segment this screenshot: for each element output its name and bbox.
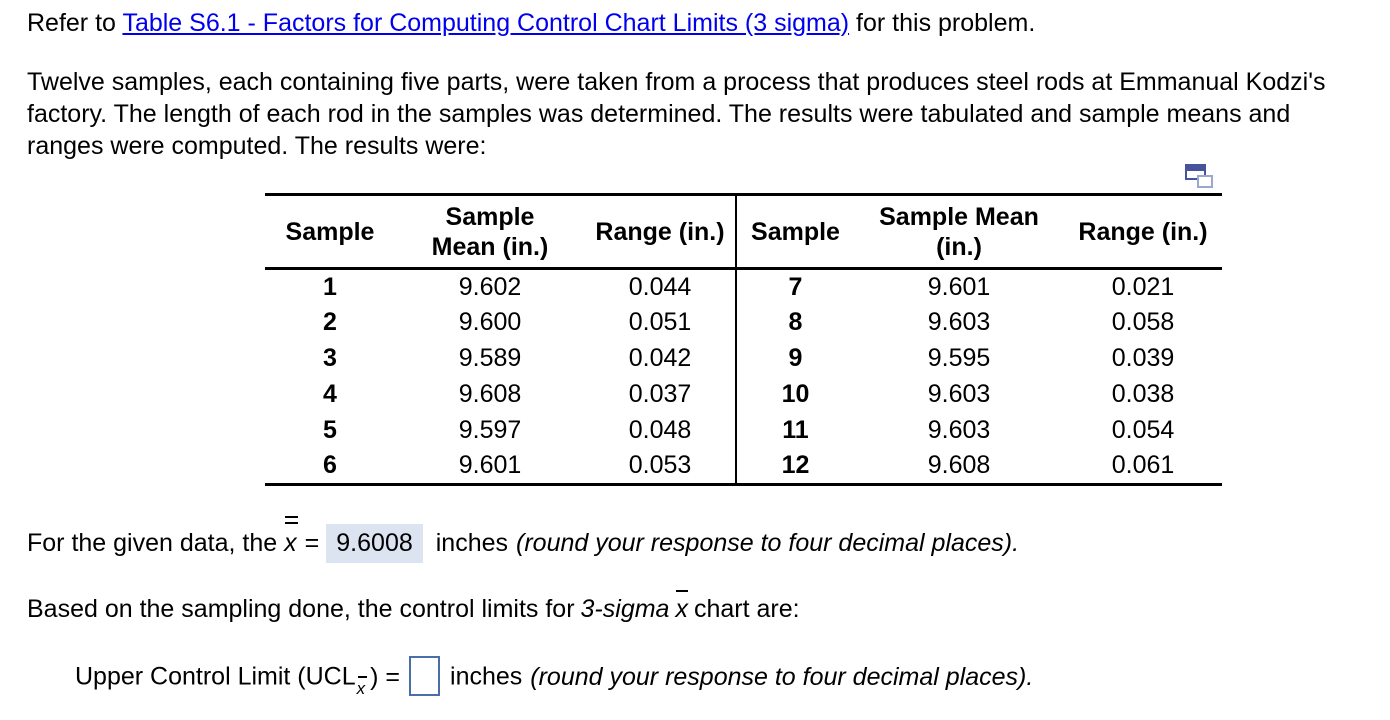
sample-range: 0.051: [585, 304, 737, 341]
col-header-mean-right: Sample Mean (in.): [854, 194, 1064, 270]
sample-number: 7: [788, 272, 803, 301]
sample-mean: 9.600: [458, 308, 522, 336]
sample-range: 0.058: [1111, 308, 1175, 336]
sample-mean: 9.589: [458, 344, 522, 372]
ucl-label-suffix: ) =: [370, 662, 401, 691]
sample-mean: 9.603: [927, 416, 991, 444]
intro-line: Refer to Table S6.1 - Factors for Comput…: [27, 9, 1035, 38]
sample-range: 0.039: [1111, 344, 1175, 372]
double-overbar: [285, 516, 299, 518]
copy-table-icon[interactable]: [1185, 164, 1215, 192]
sample-range: 0.042: [585, 340, 737, 377]
sample-mean: 9.608: [458, 380, 522, 408]
x-bar-variable: x: [675, 590, 689, 624]
sample-number: 10: [781, 380, 810, 408]
col-header-sample-right: Sample: [736, 194, 854, 270]
equals-sign: =: [304, 529, 320, 557]
x-double-bar-answer-field[interactable]: 9.6008: [326, 524, 423, 563]
sample-mean: 9.601: [927, 272, 991, 301]
sample-number: 9: [788, 344, 803, 372]
x-double-bar-line: For the given data, the x = 9.6008 inches (ro…: [27, 516, 1020, 563]
col-header-sample-left: Sample: [265, 194, 395, 270]
table-row: 4 9.608 0.037 10 9.603 0.038: [265, 376, 1222, 413]
copy-icon-titlebar: [1187, 166, 1204, 171]
sample-number: 2: [323, 308, 337, 336]
samples-table: Sample Sample Mean (in.) Range (in.) Sam…: [265, 193, 1222, 486]
ucl-subscript-x-bar: x: [357, 675, 367, 699]
x-double-bar-variable: x: [284, 516, 299, 558]
limits-3sigma: 3-sigma: [580, 595, 670, 623]
overbar: [357, 675, 367, 678]
table-s61-link[interactable]: Table S6.1 - Factors for Computing Contr…: [122, 9, 850, 37]
double-overbar: [285, 522, 299, 524]
sample-mean: 9.603: [927, 380, 991, 408]
sample-number: 3: [323, 344, 337, 372]
overbar: [676, 590, 689, 592]
sample-range: 0.053: [585, 448, 737, 485]
xline-unit: inches: [435, 529, 509, 557]
sample-range: 0.021: [1111, 272, 1175, 301]
sample-range: 0.044: [585, 268, 737, 305]
problem-text-line: Twelve samples, each containing five par…: [27, 68, 1326, 96]
sample-mean: 9.597: [458, 416, 522, 444]
sample-mean: 9.608: [927, 451, 991, 480]
sample-number: 4: [323, 380, 337, 408]
problem-text-line: factory. The length of each rod in the s…: [27, 100, 1291, 128]
col-header-range-right: Range (in.): [1064, 194, 1222, 270]
table-row: 1 9.602 0.044 7 9.601 0.021: [265, 268, 1222, 305]
xline-rounding-note: (round your response to four decimal pla…: [516, 529, 1020, 557]
sample-number: 5: [323, 416, 337, 444]
problem-text-line: ranges were computed. The results were:: [27, 132, 487, 160]
limits-prefix: Based on the sampling done, the control …: [27, 595, 575, 623]
ucl-line: Upper Control Limit (UCL x) = inches (round…: [75, 656, 1034, 699]
sample-number: 12: [781, 451, 810, 480]
limits-suffix: chart are:: [693, 595, 800, 623]
xline-prefix: For the given data, the: [27, 529, 278, 557]
problem-text: Twelve samples, each containing five par…: [27, 66, 1325, 162]
sample-range: 0.061: [1111, 451, 1175, 480]
col-header-mean-left: Sample Mean (in.): [395, 194, 585, 270]
ucl-rounding-note: (round your response to four decimal pla…: [530, 662, 1034, 691]
sample-mean: 9.601: [458, 451, 522, 480]
table-row: 2 9.600 0.051 8 9.603 0.058: [265, 304, 1222, 341]
intro-prefix: Refer to: [27, 9, 123, 37]
sample-number: 6: [323, 451, 337, 480]
col-header-range-left: Range (in.): [585, 194, 737, 270]
sample-mean: 9.603: [927, 308, 991, 336]
copy-icon-back-window: [1197, 175, 1213, 188]
header-row: Sample Sample Mean (in.) Range (in.) Sam…: [265, 194, 1222, 270]
table-row: 5 9.597 0.048 11 9.603 0.054: [265, 412, 1222, 449]
sample-mean: 9.595: [927, 344, 991, 372]
sample-range: 0.048: [585, 412, 737, 449]
intro-suffix: for this problem.: [849, 9, 1036, 37]
sample-mean: 9.602: [458, 272, 522, 301]
sample-range: 0.038: [1111, 380, 1175, 408]
ucl-unit: inches: [450, 662, 523, 691]
ucl-label-prefix: Upper Control Limit (UCL: [75, 662, 356, 691]
sample-number: 8: [788, 308, 803, 336]
table-row: 6 9.601 0.053 12 9.608 0.061: [265, 448, 1222, 485]
ucl-answer-input[interactable]: [409, 656, 441, 696]
sample-range: 0.054: [1111, 416, 1175, 444]
sample-number: 1: [323, 272, 337, 301]
table-row: 3 9.589 0.042 9 9.595 0.039: [265, 340, 1222, 377]
sample-range: 0.037: [585, 376, 737, 413]
sample-number: 11: [782, 416, 809, 444]
control-limits-line: Based on the sampling done, the control …: [27, 590, 800, 624]
